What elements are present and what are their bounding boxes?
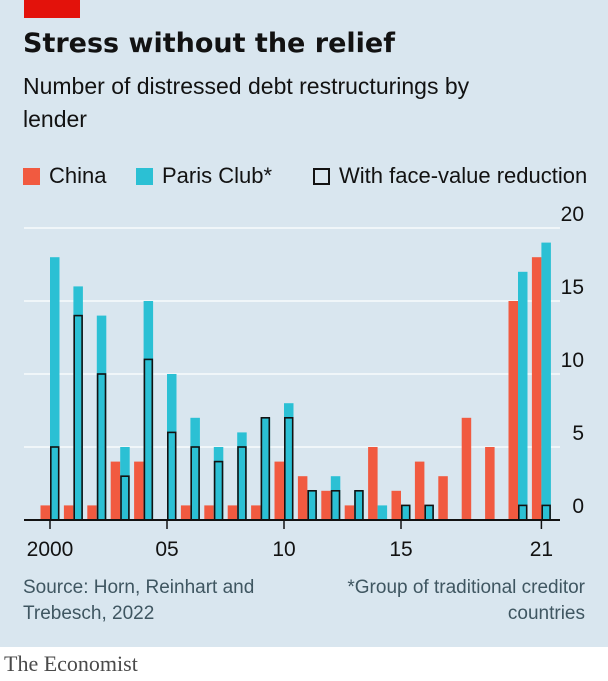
bar-paris-club — [167, 374, 177, 520]
bar-china — [368, 447, 378, 520]
chart-panel: Stress without the relief Number of dist… — [0, 0, 608, 647]
bar-china — [508, 301, 518, 520]
bar-paris-club — [143, 301, 154, 520]
bar-china — [485, 447, 495, 520]
bar-paris-club — [330, 476, 341, 520]
legend-item-china: China — [23, 162, 106, 190]
bar-paris-club — [120, 447, 130, 520]
y-tick-label: 10 — [561, 349, 584, 372]
bar-china — [204, 505, 214, 520]
legend-item-face-value: With face-value reduction — [313, 162, 587, 190]
y-tick-label: 15 — [561, 276, 584, 299]
source-note: Source: Horn, Reinhart and Trebesch, 202… — [23, 577, 255, 624]
bar-china — [227, 505, 238, 520]
legend-label-china: China — [49, 163, 107, 188]
bar-china — [438, 476, 448, 520]
legend-swatch-paris-club — [136, 167, 153, 185]
bar-china — [321, 490, 331, 520]
y-tick-label: 5 — [572, 422, 584, 445]
chart-title: Stress without the relief — [23, 28, 395, 59]
brand-red-tag — [24, 0, 80, 18]
bar-paris-club — [401, 505, 411, 520]
x-tick-label: 2000 — [27, 538, 74, 561]
bar-paris-club — [190, 417, 200, 520]
bar-china — [180, 505, 191, 520]
bar-paris-club — [73, 286, 83, 520]
bar-china — [274, 461, 284, 520]
y-tick-label: 20 — [561, 203, 584, 226]
x-tick-label: 15 — [389, 538, 412, 561]
legend-item-paris-club: Paris Club* — [136, 162, 272, 190]
bar-paris-club — [307, 490, 317, 520]
bar-paris-club — [284, 403, 294, 520]
bar-china — [87, 505, 97, 520]
legend-swatch-face-value — [313, 167, 330, 185]
bar-china — [63, 505, 74, 520]
bar-china — [531, 257, 542, 520]
x-tick-label: 05 — [155, 538, 178, 561]
x-tick-label: 21 — [530, 538, 553, 561]
brand-wordmark: The Economist — [4, 651, 138, 676]
bar-china — [461, 417, 472, 520]
legend-label-paris-club: Paris Club* — [162, 163, 273, 188]
bar-paris-club — [518, 271, 528, 520]
bar-china — [414, 461, 425, 520]
bar-paris-club — [96, 315, 107, 520]
bar-paris-club — [541, 242, 551, 520]
y-tick-label: 0 — [572, 495, 584, 518]
bar-paris-club — [377, 505, 388, 520]
legend-swatch-china — [23, 167, 40, 185]
bar-china — [110, 461, 121, 520]
bar-china — [297, 476, 308, 520]
x-tick-label: 10 — [272, 538, 295, 561]
bar-china — [251, 505, 261, 520]
bar-china — [391, 490, 401, 520]
bar-paris-club — [237, 432, 247, 520]
bar-paris-club — [213, 447, 224, 520]
bar-china — [40, 505, 50, 520]
legend-label-face-value: With face-value reduction — [339, 163, 588, 188]
bar-paris-club — [424, 505, 434, 520]
bar-paris-club — [260, 417, 271, 520]
footnote: *Group of traditional creditor countries — [347, 577, 585, 624]
chart-subtitle: Number of distressed debt restructurings… — [23, 73, 470, 132]
bar-paris-club — [354, 490, 364, 520]
bar-china — [134, 461, 144, 520]
bar-china — [344, 505, 355, 520]
bar-paris-club — [50, 257, 60, 520]
